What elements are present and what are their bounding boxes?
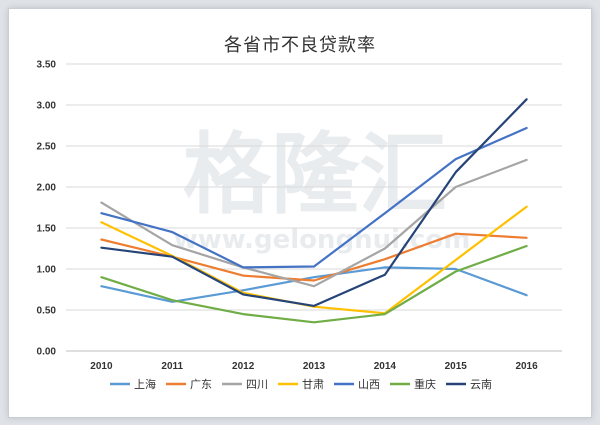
y-tick-label: 1.50 xyxy=(37,224,57,235)
x-axis: 2010 2011 2012 2013 2014 2015 2016 xyxy=(90,361,538,372)
y-tick-label: 0.50 xyxy=(37,306,57,317)
series-line-重庆 xyxy=(100,244,528,324)
legend-item: 四川 xyxy=(222,378,268,391)
x-tick-label: 2014 xyxy=(374,361,397,372)
chart-title: 各省市不良贷款率 xyxy=(224,35,376,56)
legend-label: 广东 xyxy=(190,378,212,391)
series-lines xyxy=(100,98,528,324)
series-line-山西 xyxy=(100,126,528,269)
legend-label: 重庆 xyxy=(414,377,436,391)
legend-item: 重庆 xyxy=(390,377,436,391)
grid-lines xyxy=(66,63,562,352)
x-tick-label: 2012 xyxy=(232,361,255,372)
y-tick-label: 1.00 xyxy=(37,265,57,276)
watermark: 格隆汇 www.gelonghui.com xyxy=(174,123,471,255)
y-axis: 0.00 0.50 1.00 1.50 2.00 2.50 3.00 3.50 xyxy=(37,60,57,358)
legend-item: 山西 xyxy=(334,378,380,391)
legend-item: 云南 xyxy=(446,378,492,391)
chart-frame: 各省市不良贷款率 xyxy=(8,8,592,418)
y-tick-label: 2.50 xyxy=(37,142,57,153)
y-tick-label: 3.50 xyxy=(37,60,57,71)
legend-item: 甘肃 xyxy=(278,378,324,391)
y-tick-label: 0.00 xyxy=(37,347,57,358)
legend: 上海 广东 四川 甘肃 山西 重庆 云南 xyxy=(110,377,492,391)
series-line-四川 xyxy=(100,158,528,288)
x-tick-label: 2010 xyxy=(90,361,113,372)
legend-item: 广东 xyxy=(166,378,212,391)
watermark-url: www.gelonghui.com xyxy=(174,225,471,255)
series-line-上海 xyxy=(100,266,528,303)
y-tick-label: 3.00 xyxy=(37,101,57,112)
legend-label: 四川 xyxy=(246,378,268,391)
y-tick-label: 2.00 xyxy=(37,183,57,194)
legend-item: 上海 xyxy=(110,377,156,391)
legend-label: 云南 xyxy=(470,378,492,391)
watermark-logo: 格隆汇 xyxy=(183,123,447,226)
x-tick-label: 2013 xyxy=(303,361,326,372)
series-line-云南 xyxy=(100,98,528,307)
x-tick-label: 2011 xyxy=(161,361,183,372)
x-tick-label: 2015 xyxy=(445,361,468,372)
legend-label: 甘肃 xyxy=(302,378,324,391)
x-tick-label: 2016 xyxy=(515,361,538,372)
legend-label: 山西 xyxy=(358,378,380,391)
legend-label: 上海 xyxy=(134,377,156,391)
